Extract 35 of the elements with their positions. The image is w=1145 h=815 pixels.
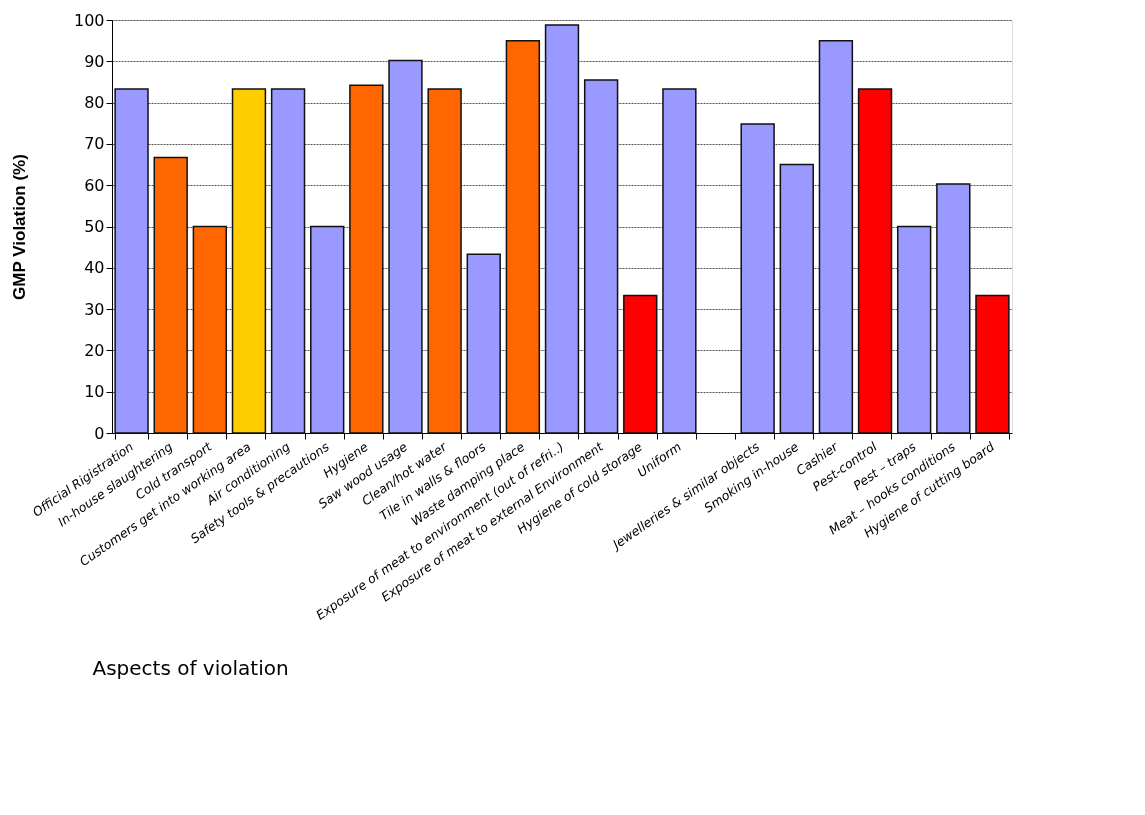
y-tick-label: 100	[73, 10, 105, 30]
bar	[623, 294, 658, 434]
bar	[505, 39, 541, 434]
bar	[349, 84, 384, 434]
bar	[388, 59, 423, 434]
y-tick-label: 30	[84, 299, 105, 319]
bar	[153, 156, 188, 434]
y-tick-label: 50	[84, 217, 105, 236]
bar	[857, 88, 893, 434]
bar	[896, 225, 932, 434]
bar	[583, 79, 619, 434]
y-tick-label: 70	[84, 134, 105, 154]
bar	[662, 88, 697, 434]
y-tick-label: 90	[84, 51, 105, 71]
bar	[310, 225, 345, 434]
y-tick-label: 0	[94, 423, 105, 443]
bar	[427, 88, 462, 434]
y-tick-label: 40	[84, 258, 105, 278]
x-axis-title: Aspects of violation	[92, 655, 289, 680]
y-tick-label: 10	[84, 382, 105, 402]
bar	[779, 163, 814, 434]
y-tick-label: 20	[84, 340, 105, 360]
bar	[231, 88, 267, 434]
y-tick-label: 80	[84, 93, 105, 113]
bar	[936, 183, 971, 434]
bar	[740, 123, 775, 434]
y-tick-label: 60	[84, 175, 105, 195]
bar	[192, 225, 228, 434]
bar	[818, 39, 854, 434]
y-axis-title: GMP Violation (%)	[9, 154, 29, 300]
bar	[975, 294, 1010, 434]
bar	[270, 88, 306, 434]
bar	[544, 24, 580, 434]
bar	[466, 253, 501, 434]
bar	[114, 88, 149, 434]
